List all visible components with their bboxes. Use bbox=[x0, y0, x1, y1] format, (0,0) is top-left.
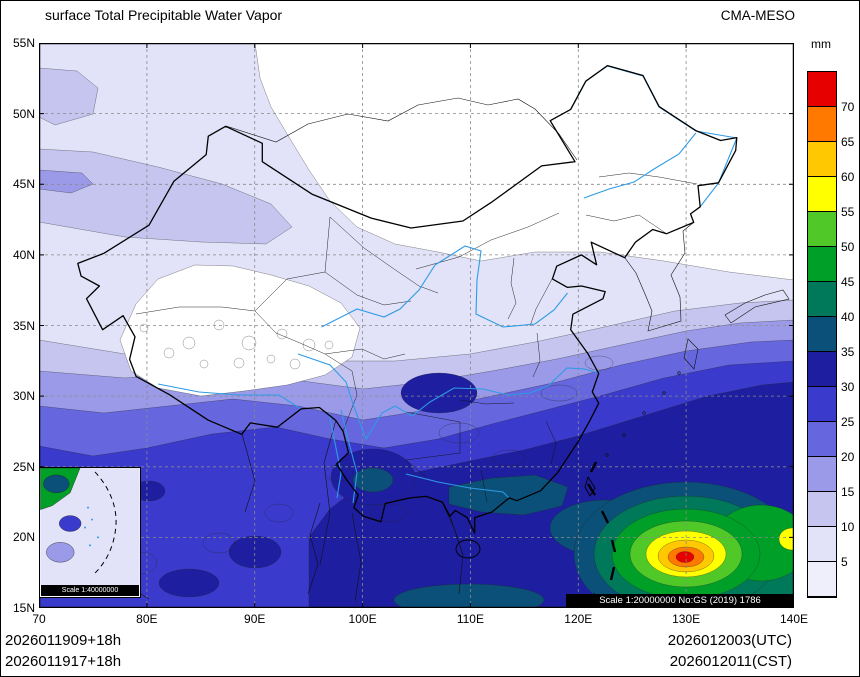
china-border bbox=[77, 64, 738, 559]
salween-river bbox=[328, 412, 342, 499]
inset-canvas bbox=[40, 468, 140, 585]
lat-tick-label: 50N bbox=[12, 106, 35, 121]
inset-scale-label: Scale 1:40000000 bbox=[41, 585, 139, 596]
colorbar-tick-label: 5 bbox=[841, 555, 848, 569]
foreign-boundaries bbox=[39, 97, 790, 602]
lat-tick-label: 15N bbox=[12, 601, 35, 615]
colorbar-tick-label: 35 bbox=[841, 345, 855, 359]
colorbar-tick-label: 10 bbox=[841, 520, 855, 534]
lon-tick-label: 110E bbox=[456, 612, 484, 626]
colorbar-cell bbox=[808, 492, 836, 527]
model-name: CMA-MESO bbox=[720, 8, 795, 23]
lon-tick-label: 130E bbox=[672, 612, 701, 626]
valid-time-cst: 2026012011(CST) bbox=[669, 653, 792, 670]
yellow-river bbox=[321, 245, 568, 328]
colorbar-cell bbox=[808, 352, 836, 387]
taiwan-island bbox=[584, 476, 596, 497]
inset-islands bbox=[84, 506, 99, 547]
map-area: Scale 1:40000000 Scale 1:20000000 No:GS … bbox=[39, 43, 794, 608]
axis-ticks bbox=[39, 43, 794, 608]
lon-tick-label: 70 bbox=[32, 612, 46, 626]
colorbar: 70 65 60 55 50 45 40 35 30 25 20 15 10 5 bbox=[807, 71, 854, 598]
lon-tick-label: 100E bbox=[348, 612, 377, 626]
lon-tick-label: 80E bbox=[136, 612, 158, 626]
province-boundaries bbox=[135, 172, 698, 503]
colorbar-tick-label: 70 bbox=[841, 100, 855, 114]
colorbar-cell bbox=[808, 72, 836, 107]
colorbar-tick-label: 25 bbox=[841, 415, 855, 429]
colorbar-cell bbox=[808, 317, 836, 352]
colorbar-tick-label: 50 bbox=[841, 240, 855, 254]
lat-tick-label: 55N bbox=[12, 36, 35, 50]
lat-tick-label: 35N bbox=[12, 318, 35, 333]
colorbar-cell bbox=[808, 142, 836, 177]
map-scale-label: Scale 1:20000000 No:GS (2019) 1786 bbox=[566, 594, 794, 608]
colorbar-cell bbox=[808, 387, 836, 422]
colorbar-cell bbox=[808, 562, 836, 597]
colorbar-cell bbox=[808, 177, 836, 212]
hainan-island bbox=[455, 539, 481, 559]
lat-tick-label: 40N bbox=[12, 247, 35, 262]
lat-tick-label: 20N bbox=[12, 530, 35, 545]
south-china-sea-inset: Scale 1:40000000 bbox=[39, 467, 141, 598]
colorbar-tick-label: 65 bbox=[841, 135, 855, 149]
valid-time-utc: 2026012003(UTC) bbox=[667, 632, 792, 649]
yarlung-river bbox=[157, 383, 302, 410]
map-canvas bbox=[39, 43, 794, 608]
colorbar-unit: mm bbox=[811, 37, 831, 51]
pwv-field bbox=[39, 43, 794, 608]
colorbar-cell bbox=[808, 107, 836, 142]
inset-nine-dash-line bbox=[94, 471, 117, 574]
lon-tick-label: 140E bbox=[779, 612, 808, 626]
colorbar-tick-label: 60 bbox=[841, 170, 855, 184]
ryukyu-islands bbox=[605, 371, 681, 457]
rivers bbox=[157, 65, 738, 504]
colorbar-tick-label: 45 bbox=[841, 275, 855, 289]
songhua-river bbox=[583, 132, 697, 199]
lat-tick-label: 30N bbox=[12, 389, 35, 404]
colorbar-cell bbox=[808, 212, 836, 247]
colorbar-tick-label: 20 bbox=[841, 450, 855, 464]
chart-title: surface Total Precipitable Water Vapor bbox=[45, 7, 283, 23]
colorbar-cell bbox=[808, 457, 836, 492]
init-time-utc: 2026011909+18h bbox=[5, 632, 122, 649]
colorbar-cell bbox=[808, 247, 836, 282]
typhoon-max-center bbox=[675, 551, 695, 563]
colorbar-cell bbox=[808, 282, 836, 317]
lat-tick-label: 25N bbox=[12, 459, 35, 474]
colorbar-tick-label: 30 bbox=[841, 380, 855, 394]
yangtze-river bbox=[297, 353, 600, 441]
lat-tick-label: 45N bbox=[12, 177, 35, 192]
graticule bbox=[39, 43, 794, 608]
plateau-contour-speckles bbox=[139, 319, 334, 370]
colorbar-cell bbox=[808, 422, 836, 457]
contour-texture-rings bbox=[84, 355, 614, 575]
init-time-cst: 2026011917+18h bbox=[5, 653, 122, 670]
pearl-river bbox=[405, 473, 510, 499]
lon-tick-label: 90E bbox=[244, 612, 266, 626]
colorbar-tick-label: 15 bbox=[841, 485, 855, 499]
mekong-river bbox=[340, 409, 358, 504]
lon-tick-label: 120E bbox=[564, 612, 593, 626]
colorbar-cell bbox=[808, 527, 836, 562]
colorbar-tick-label: 40 bbox=[841, 310, 855, 324]
colorbar-tick-label: 55 bbox=[841, 205, 855, 219]
dry-region-north bbox=[254, 43, 794, 281]
